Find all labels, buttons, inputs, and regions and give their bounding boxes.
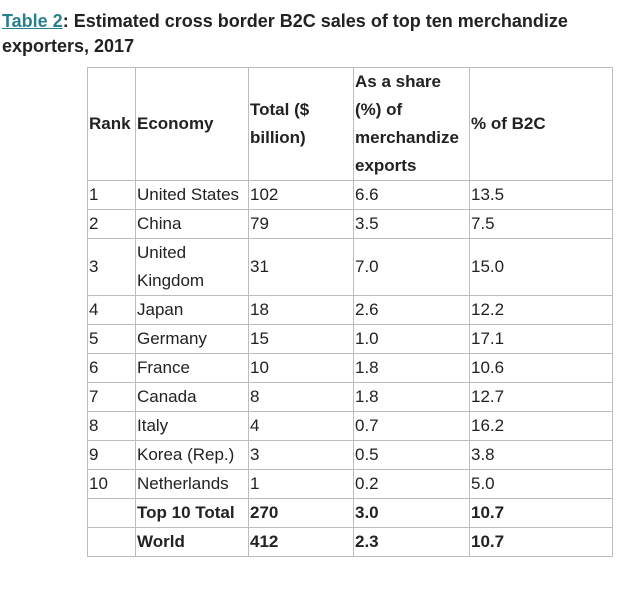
cell-b2c: 5.0 — [469, 469, 613, 499]
table-row: 6 France 10 1.8 10.6 — [87, 353, 613, 383]
cell-b2c: 3.8 — [469, 440, 613, 470]
cell-economy: Italy — [135, 411, 249, 441]
cell-total: 412 — [248, 527, 354, 557]
cell-total: 4 — [248, 411, 354, 441]
cell-b2c: 17.1 — [469, 324, 613, 354]
cell-total: 79 — [248, 209, 354, 239]
cell-b2c: 12.2 — [469, 295, 613, 325]
cell-share: 1.0 — [353, 324, 470, 354]
table-row: 10 Netherlands 1 0.2 5.0 — [87, 469, 613, 499]
cell-economy: Japan — [135, 295, 249, 325]
cell-economy: Korea (Rep.) — [135, 440, 249, 470]
cell-rank: 5 — [87, 324, 136, 354]
cell-share: 1.8 — [353, 382, 470, 412]
cell-b2c: 7.5 — [469, 209, 613, 239]
cell-share: 0.5 — [353, 440, 470, 470]
header-row: Rank Economy Total ($ billion) As a shar… — [87, 67, 613, 181]
cell-total: 10 — [248, 353, 354, 383]
cell-total: 31 — [248, 238, 354, 296]
cell-rank: 6 — [87, 353, 136, 383]
caption-text: : Estimated cross border B2C sales of to… — [2, 11, 568, 56]
cell-b2c: 10.7 — [469, 527, 613, 557]
cell-economy: France — [135, 353, 249, 383]
total-row: Top 10 Total 270 3.0 10.7 — [87, 498, 613, 528]
cell-b2c: 12.7 — [469, 382, 613, 412]
table-row: 8 Italy 4 0.7 16.2 — [87, 411, 613, 441]
cell-b2c: 16.2 — [469, 411, 613, 441]
world-row: World 412 2.3 10.7 — [87, 527, 613, 557]
cell-economy: United Kingdom — [135, 238, 249, 296]
cell-b2c: 10.6 — [469, 353, 613, 383]
cell-share: 1.8 — [353, 353, 470, 383]
table-row: 2 China 79 3.5 7.5 — [87, 209, 613, 239]
table-row: 9 Korea (Rep.) 3 0.5 3.8 — [87, 440, 613, 470]
cell-total: 18 — [248, 295, 354, 325]
cell-b2c: 13.5 — [469, 180, 613, 210]
header-rank: Rank — [87, 67, 136, 181]
table-link[interactable]: Table 2 — [2, 11, 63, 31]
cell-share: 6.6 — [353, 180, 470, 210]
cell-economy: China — [135, 209, 249, 239]
cell-share: 3.5 — [353, 209, 470, 239]
header-economy: Economy — [135, 67, 249, 181]
cell-b2c: 10.7 — [469, 498, 613, 528]
cell-total: 3 — [248, 440, 354, 470]
cell-total: 8 — [248, 382, 354, 412]
table-row: 4 Japan 18 2.6 12.2 — [87, 295, 613, 325]
cell-economy: Canada — [135, 382, 249, 412]
cell-share: 3.0 — [353, 498, 470, 528]
cell-rank — [87, 498, 136, 528]
table-caption: Table 2: Estimated cross border B2C sale… — [2, 9, 622, 59]
header-b2c: % of B2C — [469, 67, 613, 181]
cell-label: World — [135, 527, 249, 557]
cell-rank: 7 — [87, 382, 136, 412]
cell-economy: Germany — [135, 324, 249, 354]
cell-economy: Netherlands — [135, 469, 249, 499]
cell-b2c: 15.0 — [469, 238, 613, 296]
b2c-sales-table: Rank Economy Total ($ billion) As a shar… — [87, 67, 613, 557]
table-row: 7 Canada 8 1.8 12.7 — [87, 382, 613, 412]
cell-share: 2.6 — [353, 295, 470, 325]
header-total: Total ($ billion) — [248, 67, 354, 181]
cell-economy: United States — [135, 180, 249, 210]
table-row: 5 Germany 15 1.0 17.1 — [87, 324, 613, 354]
cell-rank: 1 — [87, 180, 136, 210]
cell-share: 7.0 — [353, 238, 470, 296]
cell-total: 15 — [248, 324, 354, 354]
cell-rank: 3 — [87, 238, 136, 296]
cell-label: Top 10 Total — [135, 498, 249, 528]
cell-rank: 2 — [87, 209, 136, 239]
cell-rank: 10 — [87, 469, 136, 499]
cell-total: 270 — [248, 498, 354, 528]
cell-total: 102 — [248, 180, 354, 210]
header-share: As a share (%) of merchandize exports — [353, 67, 470, 181]
cell-rank: 4 — [87, 295, 136, 325]
cell-rank: 8 — [87, 411, 136, 441]
cell-rank: 9 — [87, 440, 136, 470]
cell-rank — [87, 527, 136, 557]
table-row: 1 United States 102 6.6 13.5 — [87, 180, 613, 210]
table-row: 3 United Kingdom 31 7.0 15.0 — [87, 238, 613, 296]
cell-share: 0.7 — [353, 411, 470, 441]
cell-share: 2.3 — [353, 527, 470, 557]
cell-total: 1 — [248, 469, 354, 499]
cell-share: 0.2 — [353, 469, 470, 499]
